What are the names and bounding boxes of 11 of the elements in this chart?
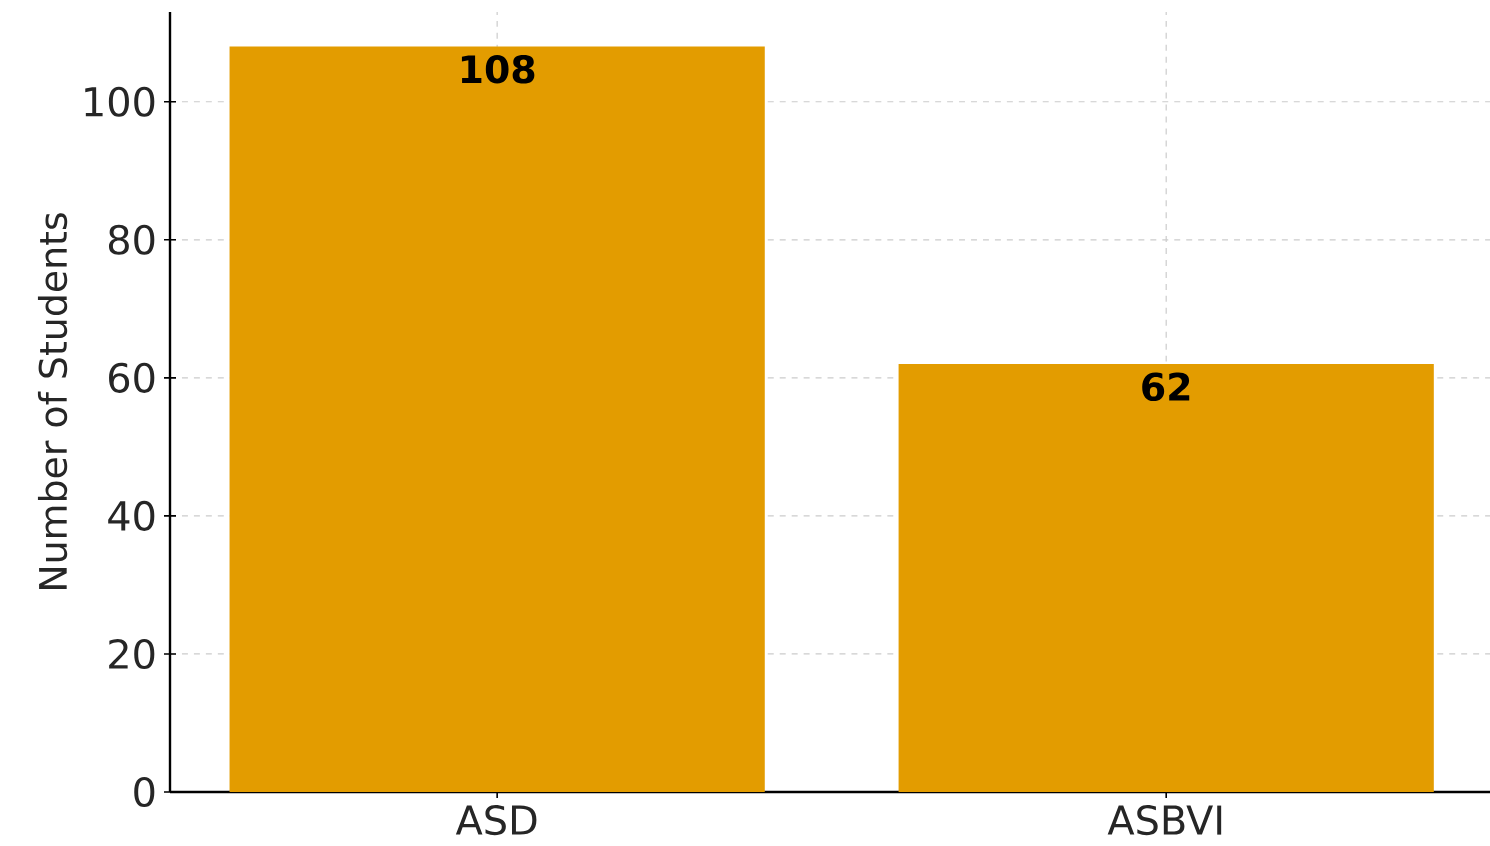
- y-tick-label: 100: [85, 86, 155, 117]
- x-tick-label: ASBVI: [1107, 805, 1222, 836]
- data-label: 62: [1142, 372, 1190, 402]
- y-tick-label: 40: [108, 500, 155, 531]
- y-tick-label: 60: [109, 362, 155, 393]
- data-label: 108: [461, 54, 535, 84]
- x-tick-label: ASD: [455, 805, 537, 836]
- y-tick-label: 0: [134, 776, 155, 808]
- y-tick-label: 80: [108, 224, 155, 255]
- y-axis-title: Number of Students: [37, 213, 68, 589]
- y-tick-label: 20: [109, 638, 155, 670]
